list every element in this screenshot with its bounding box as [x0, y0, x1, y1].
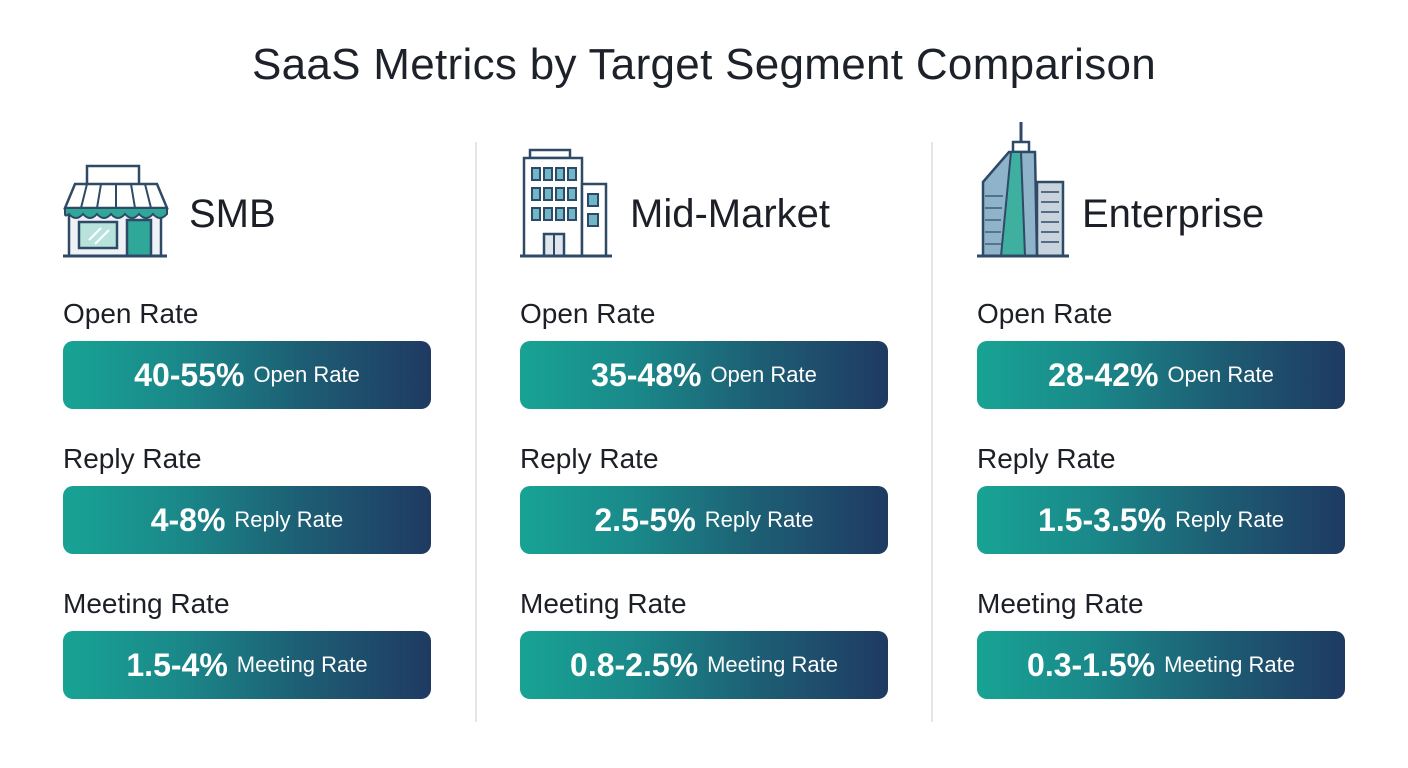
skyscraper-icon — [977, 122, 1069, 258]
metric-value: 2.5-5% — [594, 501, 696, 538]
column-divider — [931, 142, 933, 722]
segment-column-smb: SMB Open Rate 40-55% Open Rate Reply Rat… — [63, 120, 431, 720]
metric-pill-meeting-rate: 0.8-2.5% Meeting Rate — [520, 631, 888, 699]
metric-label-meeting-rate: Meeting Rate — [63, 588, 230, 619]
metric-label-reply-rate: Reply Rate — [977, 443, 1116, 474]
metric-value: 40-55% — [134, 356, 245, 393]
page-title: SaaS Metrics by Target Segment Compariso… — [251, 40, 1157, 89]
metric-value: 1.5-4% — [126, 646, 228, 683]
metric-value: 4-8% — [150, 501, 226, 538]
metric-label-reply-rate: Reply Rate — [63, 443, 202, 474]
segment-name: SMB — [189, 192, 276, 236]
segment-name: Mid-Market — [630, 192, 831, 236]
metric-unit: Reply Rate — [1175, 507, 1284, 532]
metric-value: 0.8-2.5% — [570, 646, 699, 683]
segment-name: Enterprise — [1082, 192, 1265, 236]
metric-label-meeting-rate: Meeting Rate — [520, 588, 687, 619]
segment-header: Enterprise — [977, 120, 1345, 260]
metric-unit: Reply Rate — [234, 507, 344, 532]
metric-value: 35-48% — [591, 356, 702, 393]
metric-pill-open-rate: 28-42% Open Rate — [977, 341, 1345, 409]
metric-unit: Meeting Rate — [707, 652, 838, 677]
metric-unit: Open Rate — [1167, 362, 1274, 387]
metric-label-meeting-rate: Meeting Rate — [977, 588, 1144, 619]
metric-pill-open-rate: 35-48% Open Rate — [520, 341, 888, 409]
metric-pill-open-rate: 40-55% Open Rate — [63, 341, 431, 409]
metric-label-open-rate: Open Rate — [63, 298, 199, 329]
metric-unit: Meeting Rate — [236, 652, 368, 677]
metric-label-reply-rate: Reply Rate — [520, 443, 659, 474]
metric-value: 1.5-3.5% — [1038, 501, 1167, 538]
office-building-icon — [520, 148, 612, 258]
segment-header: SMB — [63, 120, 431, 260]
metric-unit: Meeting Rate — [1164, 652, 1295, 677]
metric-pill-reply-rate: 1.5-3.5% Reply Rate — [977, 486, 1345, 554]
metric-value: 0.3-1.5% — [1027, 646, 1156, 683]
metric-unit: Open Rate — [253, 362, 360, 387]
storefront-icon — [63, 164, 169, 258]
metric-pill-reply-rate: 2.5-5% Reply Rate — [520, 486, 888, 554]
segment-header: Mid-Market — [520, 120, 888, 260]
metric-unit: Reply Rate — [704, 507, 814, 532]
metric-label-open-rate: Open Rate — [977, 298, 1113, 329]
column-divider — [475, 142, 477, 722]
metric-value: 28-42% — [1048, 356, 1159, 393]
segment-column-mid-market: Mid-Market Open Rate 35-48% Open Rate Re… — [520, 120, 888, 720]
metric-label-open-rate: Open Rate — [520, 298, 656, 329]
metric-unit: Open Rate — [710, 362, 817, 387]
segment-column-enterprise: Enterprise Open Rate 28-42% Open Rate Re… — [977, 120, 1345, 720]
metric-pill-meeting-rate: 1.5-4% Meeting Rate — [63, 631, 431, 699]
metric-pill-reply-rate: 4-8% Reply Rate — [63, 486, 431, 554]
metric-pill-meeting-rate: 0.3-1.5% Meeting Rate — [977, 631, 1345, 699]
